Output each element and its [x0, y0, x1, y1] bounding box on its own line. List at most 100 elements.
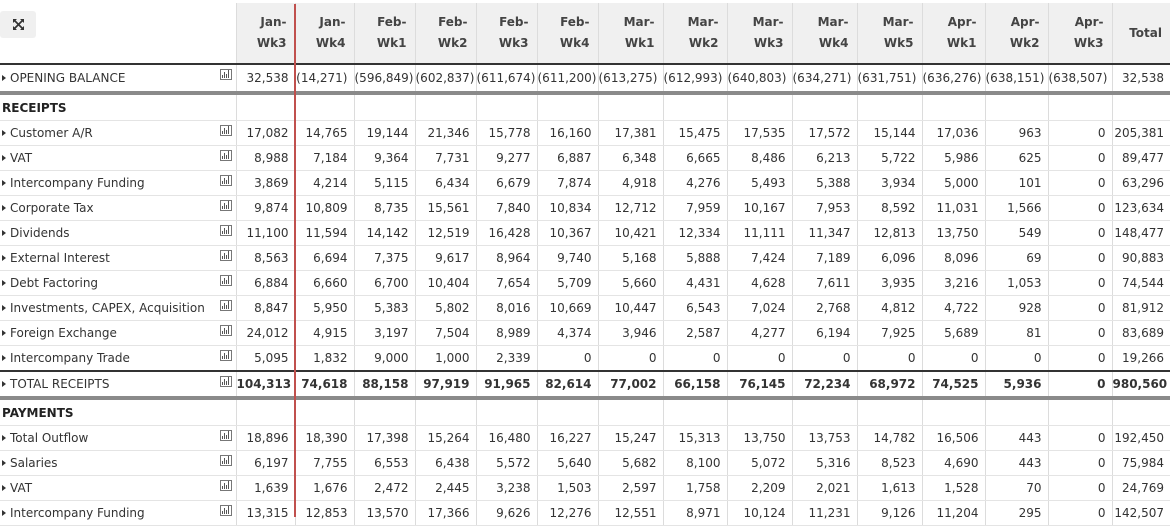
value-cell[interactable]: 10,404: [414, 270, 476, 296]
value-cell[interactable]: [791, 398, 857, 426]
value-cell[interactable]: 0: [1047, 320, 1112, 346]
value-cell[interactable]: 5,115: [353, 170, 415, 196]
value-cell[interactable]: 91,965: [475, 370, 537, 400]
value-cell[interactable]: 10,809: [294, 195, 354, 221]
value-cell[interactable]: 13,750: [726, 425, 792, 451]
expand-row-caret-icon[interactable]: [2, 355, 6, 361]
value-cell[interactable]: 5,388: [791, 170, 857, 196]
value-cell[interactable]: 17,398: [353, 425, 415, 451]
expand-row-caret-icon[interactable]: [2, 485, 6, 491]
row-label-cell[interactable]: VAT: [0, 475, 236, 501]
value-cell[interactable]: (596,849): [353, 63, 415, 95]
value-cell[interactable]: [294, 93, 354, 121]
expand-row-caret-icon[interactable]: [2, 130, 6, 136]
value-cell[interactable]: 5,709: [536, 270, 598, 296]
row-label-cell[interactable]: Intercompany Trade: [0, 345, 236, 372]
value-cell[interactable]: 7,959: [662, 195, 727, 221]
value-cell[interactable]: 7,731: [414, 145, 476, 171]
value-cell[interactable]: 3,238: [475, 475, 537, 501]
bar-chart-icon[interactable]: [219, 505, 232, 516]
value-cell[interactable]: 549: [984, 220, 1048, 246]
column-header[interactable]: Jan- Wk3: [235, 0, 295, 64]
value-cell[interactable]: 443: [984, 425, 1048, 451]
value-cell[interactable]: 2,472: [353, 475, 415, 501]
value-cell[interactable]: 8,486: [726, 145, 792, 171]
value-cell[interactable]: 14,782: [856, 425, 922, 451]
bar-chart-icon[interactable]: [219, 275, 232, 286]
value-cell[interactable]: 11,100: [235, 220, 295, 246]
value-cell[interactable]: (613,275): [597, 63, 663, 95]
value-cell[interactable]: 15,561: [414, 195, 476, 221]
row-label-cell[interactable]: VAT: [0, 145, 236, 171]
value-cell[interactable]: 0: [1047, 245, 1112, 271]
value-cell[interactable]: 83,689: [1111, 320, 1170, 346]
value-cell[interactable]: 1,503: [536, 475, 598, 501]
value-cell[interactable]: 11,111: [726, 220, 792, 246]
row-label-cell[interactable]: Investments, CAPEX, Acquisition: [0, 295, 236, 321]
value-cell[interactable]: 24,769: [1111, 475, 1170, 501]
value-cell[interactable]: 0: [984, 345, 1048, 372]
value-cell[interactable]: [726, 398, 792, 426]
value-cell[interactable]: [662, 93, 727, 121]
value-cell[interactable]: 14,765: [294, 120, 354, 146]
value-cell[interactable]: 8,016: [475, 295, 537, 321]
bar-chart-icon[interactable]: [219, 350, 232, 361]
value-cell[interactable]: 9,740: [536, 245, 598, 271]
value-cell[interactable]: 7,755: [294, 450, 354, 476]
value-cell[interactable]: 18,390: [294, 425, 354, 451]
value-cell[interactable]: (634,271): [791, 63, 857, 95]
bar-chart-icon[interactable]: [219, 430, 232, 441]
value-cell[interactable]: 4,214: [294, 170, 354, 196]
value-cell[interactable]: 5,689: [921, 320, 985, 346]
expand-row-caret-icon[interactable]: [2, 330, 6, 336]
value-cell[interactable]: 63,296: [1111, 170, 1170, 196]
column-header[interactable]: Feb- Wk3: [475, 0, 537, 64]
value-cell[interactable]: 0: [1047, 425, 1112, 451]
value-cell[interactable]: 2,209: [726, 475, 792, 501]
value-cell[interactable]: 7,024: [726, 295, 792, 321]
value-cell[interactable]: 6,660: [294, 270, 354, 296]
value-cell[interactable]: 9,874: [235, 195, 295, 221]
value-cell[interactable]: 963: [984, 120, 1048, 146]
value-cell[interactable]: [536, 93, 598, 121]
value-cell[interactable]: 0: [597, 345, 663, 372]
value-cell[interactable]: [353, 93, 415, 121]
expand-row-caret-icon[interactable]: [2, 205, 6, 211]
value-cell[interactable]: 1,566: [984, 195, 1048, 221]
value-cell[interactable]: 6,884: [235, 270, 295, 296]
value-cell[interactable]: 90,883: [1111, 245, 1170, 271]
value-cell[interactable]: 7,375: [353, 245, 415, 271]
row-label-cell[interactable]: Corporate Tax: [0, 195, 236, 221]
value-cell[interactable]: 5,000: [921, 170, 985, 196]
value-cell[interactable]: 82,614: [536, 370, 598, 400]
value-cell[interactable]: 13,315: [235, 500, 295, 526]
value-cell[interactable]: 17,381: [597, 120, 663, 146]
value-cell[interactable]: 5,722: [856, 145, 922, 171]
value-cell[interactable]: 15,778: [475, 120, 537, 146]
value-cell[interactable]: 21,346: [414, 120, 476, 146]
column-header[interactable]: Mar- Wk2: [662, 0, 727, 64]
value-cell[interactable]: 6,197: [235, 450, 295, 476]
value-cell[interactable]: 4,690: [921, 450, 985, 476]
value-cell[interactable]: 192,450: [1111, 425, 1170, 451]
value-cell[interactable]: 7,840: [475, 195, 537, 221]
value-cell[interactable]: 10,669: [536, 295, 598, 321]
value-cell[interactable]: 17,535: [726, 120, 792, 146]
value-cell[interactable]: 2,768: [791, 295, 857, 321]
value-cell[interactable]: 74,525: [921, 370, 985, 400]
value-cell[interactable]: 2,597: [597, 475, 663, 501]
value-cell[interactable]: 81,912: [1111, 295, 1170, 321]
value-cell[interactable]: 16,160: [536, 120, 598, 146]
value-cell[interactable]: 5,950: [294, 295, 354, 321]
value-cell[interactable]: 1,000: [414, 345, 476, 372]
value-cell[interactable]: 142,507: [1111, 500, 1170, 526]
value-cell[interactable]: 3,946: [597, 320, 663, 346]
value-cell[interactable]: 7,184: [294, 145, 354, 171]
value-cell[interactable]: 8,523: [856, 450, 922, 476]
value-cell[interactable]: 0: [791, 345, 857, 372]
column-header[interactable]: Jan- Wk4: [294, 0, 354, 64]
value-cell[interactable]: 69: [984, 245, 1048, 271]
value-cell[interactable]: 15,475: [662, 120, 727, 146]
bar-chart-icon[interactable]: [219, 250, 232, 261]
value-cell[interactable]: 72,234: [791, 370, 857, 400]
